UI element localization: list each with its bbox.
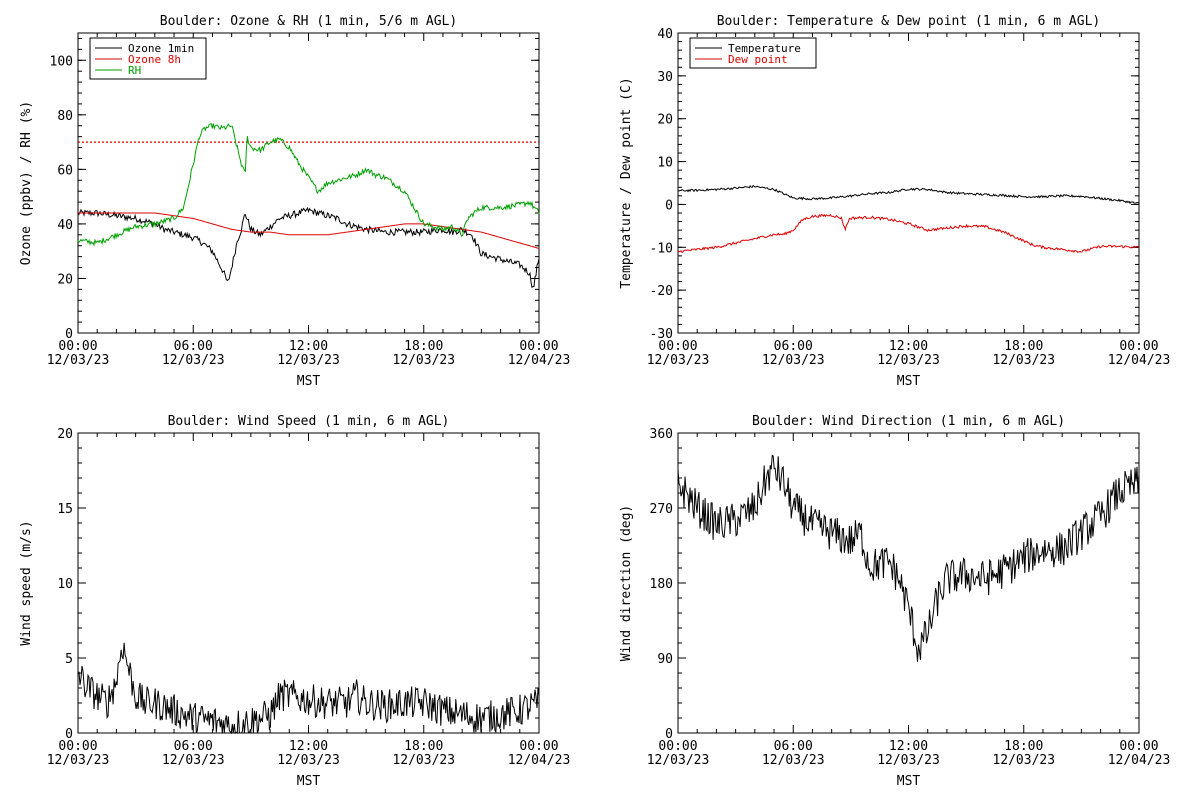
x-tick-date-label: 12/03/23 bbox=[762, 353, 825, 368]
x-tick-time-label: 00:00 bbox=[519, 339, 558, 354]
chart-title: Boulder: Temperature & Dew point (1 min,… bbox=[717, 14, 1101, 29]
y-tick-label: 60 bbox=[57, 163, 73, 178]
legend-entry: Dew point bbox=[728, 53, 788, 66]
x-tick-date-label: 12/03/23 bbox=[992, 353, 1055, 368]
y-axis-label: Ozone (ppbv) / RH (%) bbox=[19, 101, 34, 265]
y-tick-label: 0 bbox=[665, 727, 673, 742]
y-tick-label: 30 bbox=[657, 70, 673, 85]
legend-entry: RH bbox=[128, 64, 141, 77]
y-axis-label: Wind direction (deg) bbox=[619, 505, 634, 662]
x-tick-time-label: 12:00 bbox=[889, 339, 928, 354]
legend-entry: Ozone 8h bbox=[128, 53, 181, 66]
x-tick-date-label: 12/03/23 bbox=[647, 753, 710, 768]
x-axis-label: MST bbox=[897, 374, 921, 389]
y-axis-label: Temperature / Dew point (C) bbox=[619, 77, 634, 288]
series-line-temperature bbox=[677, 184, 1140, 205]
y-tick-label: -20 bbox=[650, 284, 673, 299]
x-tick-date-label: 12/04/23 bbox=[508, 353, 571, 368]
x-tick-date-label: 12/04/23 bbox=[1108, 753, 1171, 768]
y-tick-label: 10 bbox=[657, 156, 673, 171]
legend-box bbox=[689, 37, 817, 69]
y-tick-label: 360 bbox=[650, 427, 673, 442]
chart-title: Boulder: Wind Speed (1 min, 6 m AGL) bbox=[168, 414, 450, 429]
x-tick-time-label: 00:00 bbox=[58, 739, 97, 754]
y-tick-label: 20 bbox=[657, 113, 673, 128]
plot-frame bbox=[677, 32, 1140, 334]
y-tick-label: 100 bbox=[50, 54, 73, 69]
x-tick-time-label: 00:00 bbox=[1119, 739, 1158, 754]
series-line-rh bbox=[77, 123, 540, 247]
x-tick-date-label: 12/04/23 bbox=[508, 753, 571, 768]
x-tick-date-label: 12/03/23 bbox=[47, 753, 110, 768]
x-tick-date-label: 12/03/23 bbox=[392, 353, 455, 368]
series-line-data bbox=[677, 454, 1140, 662]
y-tick-label: 40 bbox=[57, 218, 73, 233]
x-tick-date-label: 12/03/23 bbox=[162, 353, 225, 368]
x-tick-date-label: 12/03/23 bbox=[162, 753, 225, 768]
x-tick-time-label: 18:00 bbox=[404, 739, 443, 754]
temperature-dewpoint-chart: Boulder: Temperature & Dew point (1 min,… bbox=[619, 14, 1170, 389]
y-tick-label: 90 bbox=[657, 652, 673, 667]
x-tick-time-label: 12:00 bbox=[289, 739, 328, 754]
x-tick-time-label: 06:00 bbox=[774, 339, 813, 354]
y-tick-label: 40 bbox=[657, 27, 673, 42]
series-line-data bbox=[77, 642, 540, 735]
x-tick-time-label: 18:00 bbox=[404, 339, 443, 354]
ozone-rh-chart: Boulder: Ozone & RH (1 min, 5/6 m AGL) 0 2… bbox=[19, 14, 570, 389]
x-tick-date-label: 12/03/23 bbox=[47, 353, 110, 368]
y-axis-label: Wind speed (m/s) bbox=[19, 520, 34, 645]
y-tick-label: 20 bbox=[57, 272, 73, 287]
x-tick-time-label: 06:00 bbox=[174, 339, 213, 354]
x-tick-time-label: 00:00 bbox=[658, 739, 697, 754]
x-tick-time-label: 18:00 bbox=[1004, 339, 1043, 354]
chart-title: Boulder: Wind Direction (1 min, 6 m AGL) bbox=[752, 414, 1065, 429]
x-tick-time-label: 12:00 bbox=[289, 339, 328, 354]
y-tick-label: 20 bbox=[57, 427, 73, 442]
x-tick-time-label: 06:00 bbox=[174, 739, 213, 754]
x-tick-date-label: 12/03/23 bbox=[277, 353, 340, 368]
wind-speed-chart: Boulder: Wind Speed (1 min, 6 m AGL) 0 5 10… bbox=[19, 414, 570, 789]
y-tick-label: -10 bbox=[650, 241, 673, 256]
x-tick-date-label: 12/03/23 bbox=[992, 753, 1055, 768]
x-axis-label: MST bbox=[897, 774, 921, 789]
x-tick-time-label: 12:00 bbox=[889, 739, 928, 754]
legend-entry: Temperature bbox=[728, 42, 801, 55]
x-tick-time-label: 00:00 bbox=[658, 339, 697, 354]
y-tick-label: 5 bbox=[65, 652, 73, 667]
y-tick-label: 80 bbox=[57, 109, 73, 124]
x-tick-time-label: 00:00 bbox=[1119, 339, 1158, 354]
x-axis-label: MST bbox=[297, 374, 321, 389]
x-tick-date-label: 12/03/23 bbox=[762, 753, 825, 768]
x-tick-date-label: 12/03/23 bbox=[877, 753, 940, 768]
x-tick-date-label: 12/04/23 bbox=[1108, 353, 1171, 368]
y-tick-label: 15 bbox=[57, 502, 73, 517]
y-tick-label: 0 bbox=[65, 327, 73, 342]
y-tick-label: 0 bbox=[65, 727, 73, 742]
x-tick-time-label: 06:00 bbox=[774, 739, 813, 754]
y-tick-label: -30 bbox=[650, 327, 673, 342]
x-axis-label: MST bbox=[297, 774, 321, 789]
x-tick-date-label: 12/03/23 bbox=[647, 353, 710, 368]
plot-frame bbox=[677, 432, 1140, 734]
y-tick-label: 270 bbox=[650, 502, 673, 517]
y-tick-label: 0 bbox=[665, 198, 673, 213]
legend-entry: Ozone 1min bbox=[128, 42, 194, 55]
x-tick-date-label: 12/03/23 bbox=[392, 753, 455, 768]
x-tick-time-label: 18:00 bbox=[1004, 739, 1043, 754]
y-tick-label: 180 bbox=[650, 577, 673, 592]
series-line-ozone-1min bbox=[77, 206, 540, 289]
x-tick-date-label: 12/03/23 bbox=[277, 753, 340, 768]
x-tick-time-label: 00:00 bbox=[519, 739, 558, 754]
series-line-ozone-8h bbox=[78, 212, 540, 249]
chart-title: Boulder: Ozone & RH (1 min, 5/6 m AGL) bbox=[160, 14, 457, 29]
x-tick-time-label: 00:00 bbox=[58, 339, 97, 354]
series-line-dew-point bbox=[677, 213, 1140, 254]
wind-direction-chart: Boulder: Wind Direction (1 min, 6 m AGL)… bbox=[619, 414, 1170, 789]
x-tick-date-label: 12/03/23 bbox=[877, 353, 940, 368]
y-tick-label: 10 bbox=[57, 577, 73, 592]
